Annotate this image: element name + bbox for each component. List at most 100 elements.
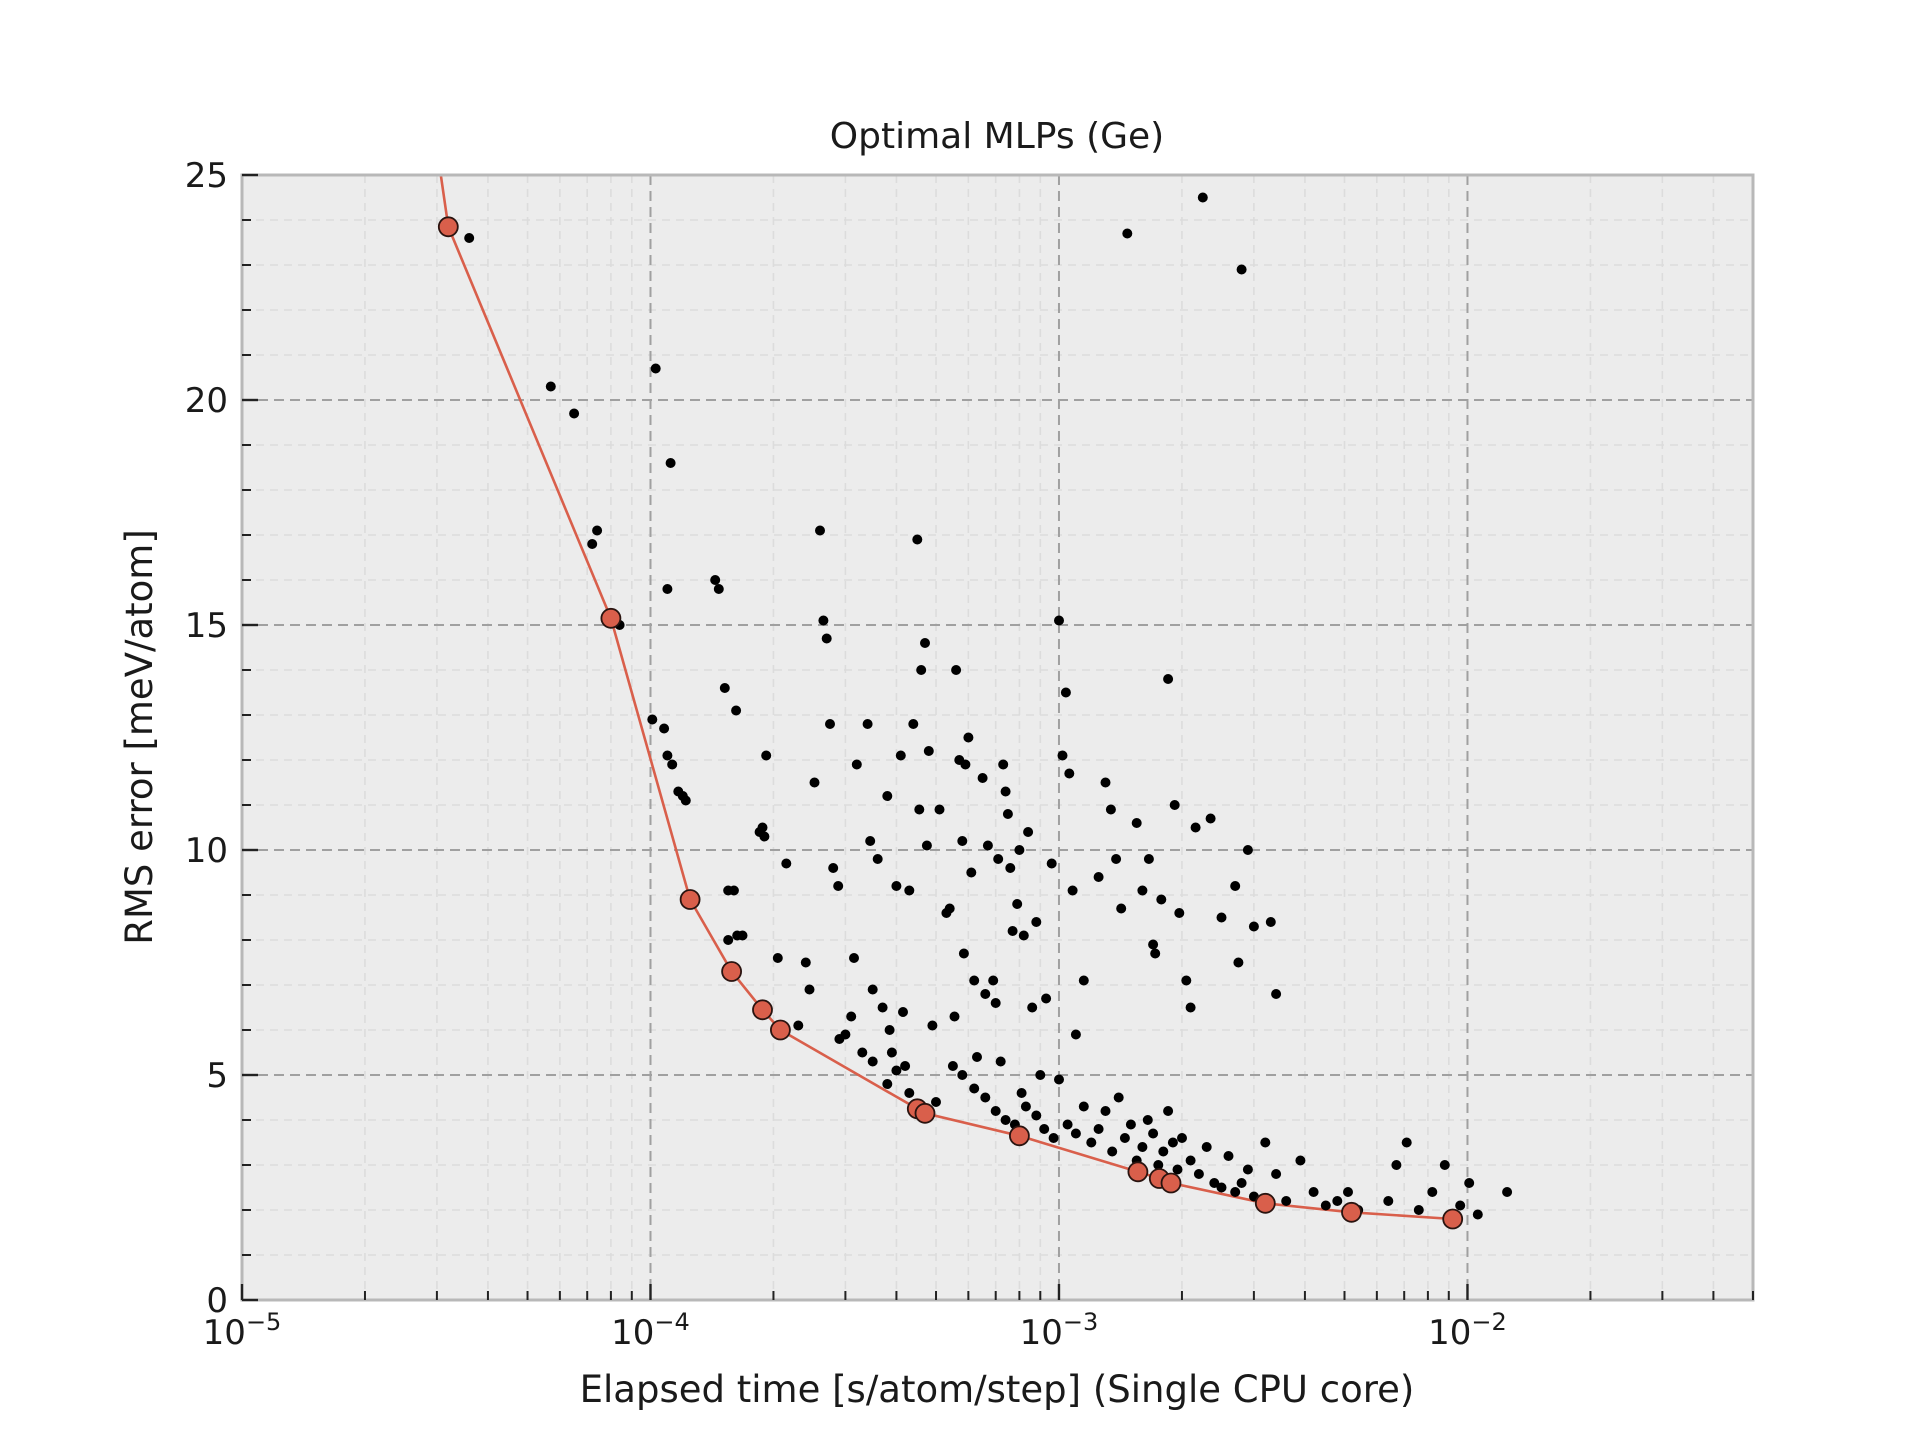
scatter-point: [1242, 845, 1253, 855]
scatter-point: [1181, 975, 1192, 986]
scatter-point: [840, 1029, 851, 1040]
scatter-point: [1105, 804, 1116, 815]
scatter-point: [963, 732, 974, 743]
scatter-point: [1137, 1142, 1148, 1152]
scatter-point: [1016, 1088, 1027, 1098]
scatter-point: [1153, 1160, 1164, 1170]
scatter-point: [815, 525, 825, 536]
scatter-point: [993, 854, 1004, 864]
scatter-point: [1078, 975, 1089, 986]
scatter-point: [1148, 939, 1159, 950]
x-tick-label: 10−4: [611, 1308, 690, 1353]
scatter-point: [966, 867, 977, 878]
scatter-point: [1230, 1187, 1241, 1197]
scatter-point: [1002, 809, 1013, 819]
scatter-point: [1230, 881, 1241, 891]
scatter-point: [1427, 1187, 1438, 1197]
scatter-point: [833, 881, 844, 891]
scatter-point: [1156, 894, 1167, 905]
scatter-point: [761, 750, 772, 761]
scatter-point: [949, 1011, 960, 1022]
scatter-point: [898, 1007, 908, 1017]
scatter-point: [1502, 1187, 1513, 1197]
scatter-point: [891, 1065, 902, 1076]
scatter-point: [1100, 1106, 1111, 1116]
scatter-point: [759, 831, 770, 842]
scatter-point: [990, 1106, 1001, 1116]
scatter-point: [1172, 1164, 1183, 1175]
scatter-point: [947, 1061, 958, 1071]
scatter-point: [1067, 885, 1078, 896]
scatter-point: [662, 584, 673, 594]
scatter-point: [1142, 1115, 1153, 1125]
pareto-point: [600, 607, 622, 629]
scatter-point: [1113, 1092, 1124, 1103]
scatter-point: [982, 840, 993, 851]
scatter-point: [1169, 800, 1180, 810]
scatter-point: [1093, 1124, 1104, 1134]
scatter-point: [828, 863, 839, 873]
scatter-point: [1177, 1133, 1187, 1143]
x-axis-label: Elapsed time [s/atom/step] (Single CPU c…: [580, 1368, 1415, 1411]
pareto-point: [1341, 1201, 1362, 1223]
scatter-point: [1000, 1115, 1011, 1125]
scatter-point: [587, 539, 598, 549]
scatter-point: [1012, 899, 1023, 909]
scatter-point: [1190, 822, 1201, 833]
scatter-point: [960, 759, 971, 770]
scatter-point: [1271, 989, 1282, 999]
scatter-point: [1209, 1178, 1220, 1188]
scatter-point: [995, 1056, 1006, 1067]
scatter-point: [1464, 1178, 1475, 1188]
scatter-point: [1236, 264, 1247, 275]
scatter-point: [1027, 1002, 1038, 1013]
scatter-point: [793, 1020, 804, 1031]
scatter-point: [650, 363, 661, 374]
scatter-point: [1107, 1146, 1118, 1157]
scatter-point: [851, 759, 862, 770]
scatter-point: [1014, 845, 1025, 855]
scatter-point: [857, 1047, 868, 1058]
scatter-point: [1167, 1137, 1178, 1148]
scatter-point: [849, 953, 859, 963]
y-tick-label: 25: [185, 156, 228, 196]
scatter-point: [1070, 1029, 1081, 1040]
scatter-point: [1005, 863, 1016, 873]
scatter-point: [920, 638, 930, 648]
scatter-point: [757, 822, 768, 833]
scatter-point: [904, 1088, 915, 1098]
scatter-point: [737, 930, 748, 941]
scatter-point: [1383, 1196, 1394, 1206]
scatter-point: [1413, 1205, 1424, 1215]
scatter-point: [1185, 1155, 1196, 1166]
scatter-point: [846, 1011, 857, 1022]
scatter-point: [1223, 1151, 1234, 1161]
scatter-point: [931, 1097, 941, 1107]
scatter-point: [825, 719, 835, 729]
scatter-point: [916, 665, 927, 675]
pareto-point: [1442, 1208, 1464, 1230]
scatter-point: [1233, 957, 1244, 968]
y-tick-label: 20: [185, 381, 228, 421]
pareto-point: [1254, 1192, 1276, 1214]
scatter-point: [1111, 854, 1122, 864]
scatter-point: [665, 458, 676, 468]
scatter-point: [1320, 1200, 1331, 1211]
scatter-point: [1054, 615, 1064, 626]
y-tick-label: 10: [185, 831, 228, 871]
scatter-point: [1064, 768, 1075, 779]
scatter-point: [884, 1025, 895, 1035]
scatter-point: [1163, 674, 1174, 684]
scatter-point: [1216, 1182, 1227, 1193]
scatter-point: [990, 998, 1001, 1008]
x-tick-label: 10−3: [1020, 1308, 1099, 1353]
scatter-point: [800, 957, 811, 968]
pareto-point: [721, 961, 742, 982]
scatter-point: [728, 885, 739, 896]
y-tick-label: 0: [206, 1281, 228, 1321]
scatter-point: [723, 935, 734, 945]
scatter-point: [1401, 1137, 1412, 1148]
scatter-point: [951, 665, 962, 675]
pareto-point: [437, 216, 459, 238]
